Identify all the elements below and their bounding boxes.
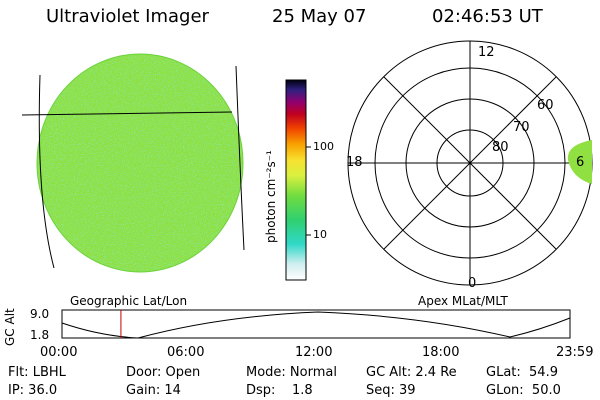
mlat-label-70: 70 — [513, 120, 530, 135]
x-tick: 06:00 — [167, 345, 205, 360]
seq-status: Seq: 39 — [366, 383, 416, 398]
mlt-label-6: 6 — [576, 155, 585, 170]
apex-label: Apex MLat/MLT — [418, 294, 508, 308]
glon-status: GLon: 50.0 — [486, 383, 561, 398]
image-time: 02:46:53 UT — [432, 6, 543, 27]
x-tick: 23:59 — [556, 345, 594, 360]
imager-title: Ultraviolet Imager — [46, 6, 209, 27]
filter-status: Flt: LBHL — [8, 365, 66, 380]
glat-status: GLat: 54.9 — [486, 365, 558, 380]
mlat-label-60: 60 — [537, 98, 554, 113]
image-date: 25 May 07 — [272, 6, 367, 27]
gain-status: Gain: 14 — [126, 383, 181, 398]
colorbar-tick: 100 — [313, 140, 334, 153]
mlat-label-80: 80 — [492, 140, 509, 155]
x-tick: 00:00 — [40, 345, 78, 360]
geo-grid-line — [38, 74, 55, 269]
x-tick: 12:00 — [295, 345, 333, 360]
ip-status: IP: 36.0 — [8, 383, 58, 398]
colorbar-tick: 10 — [313, 228, 327, 241]
aurora-patch — [567, 140, 592, 184]
door-status: Door: Open — [126, 365, 201, 380]
geo-grid-line — [235, 65, 245, 251]
mlt-label-0: 0 — [468, 276, 477, 291]
mode-status: Mode: Normal — [246, 365, 337, 380]
mlt-label-18: 18 — [346, 155, 363, 170]
geo-grid-line — [21, 111, 233, 116]
x-tick: 18:00 — [422, 345, 460, 360]
gc-alt-status: GC Alt: 2.4 Re — [366, 365, 457, 380]
altitude-curve — [61, 311, 571, 339]
y-tick-high: 9.0 — [30, 307, 50, 321]
dsp-status: Dsp: 1.8 — [246, 383, 313, 398]
mlt-label-12: 12 — [478, 45, 495, 60]
y-tick-low: 1.8 — [30, 328, 50, 342]
timeline-frame — [61, 309, 571, 339]
geo-label: Geographic Lat/Lon — [70, 294, 188, 308]
